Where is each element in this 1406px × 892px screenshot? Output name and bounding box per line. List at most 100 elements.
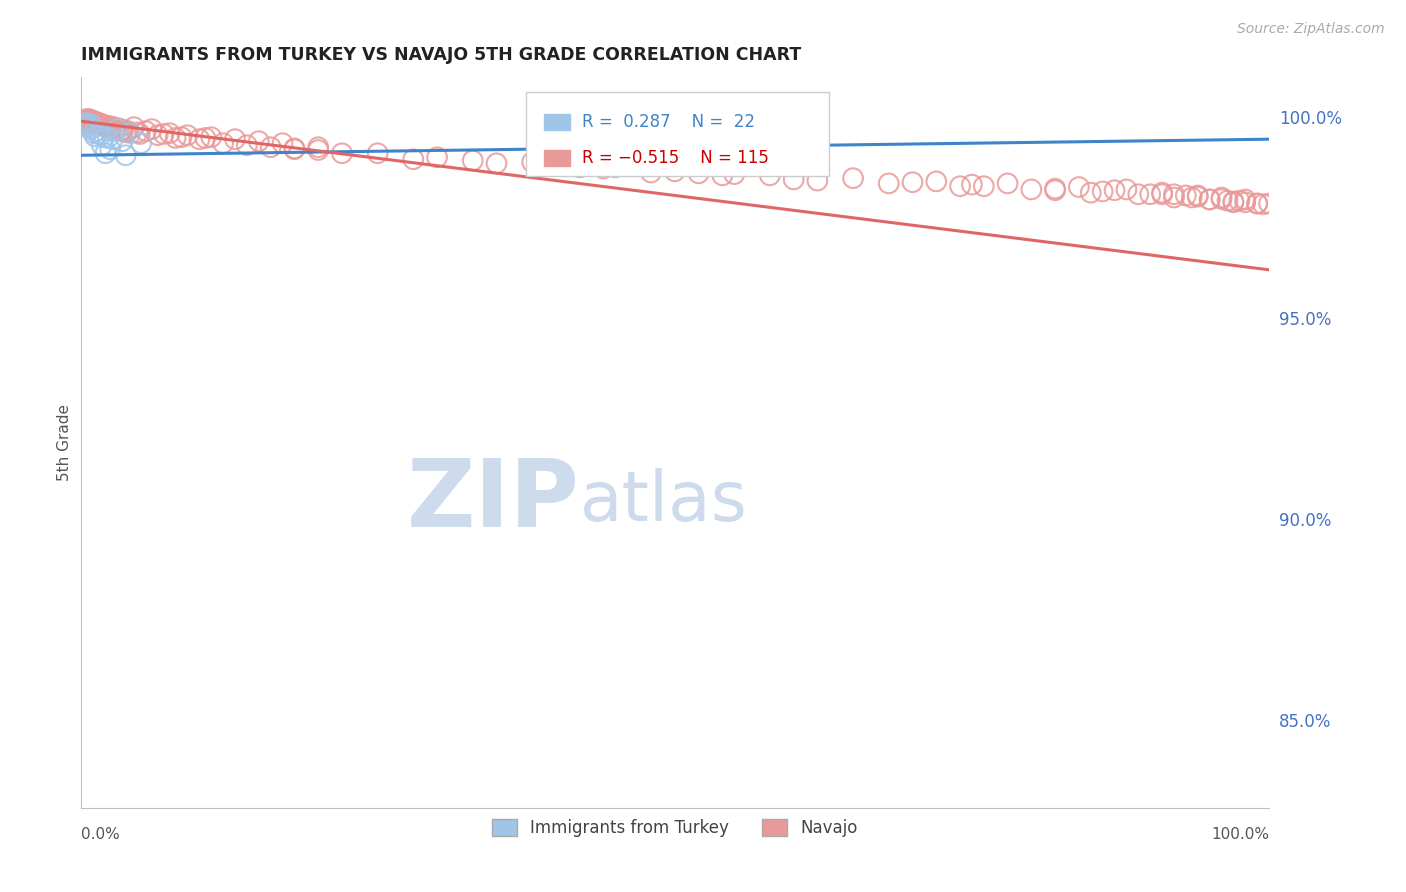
Point [520, 155, 543, 169]
Point [77, 112, 100, 127]
Point [79, 115, 101, 129]
Point [688, 166, 710, 180]
Point [973, 179, 995, 194]
Point [84, 124, 107, 138]
Point [105, 122, 128, 136]
Point [426, 150, 449, 164]
Point [1181, 190, 1204, 204]
Point [80, 117, 103, 131]
Y-axis label: 5th Grade: 5th Grade [58, 404, 72, 481]
Point [83, 115, 105, 129]
Point [1216, 194, 1239, 208]
Point [101, 132, 124, 146]
Point [89, 116, 111, 130]
Point [76, 119, 98, 133]
Text: ZIP: ZIP [406, 455, 579, 547]
Text: 100.0%: 100.0% [1211, 827, 1270, 842]
Point [1043, 181, 1066, 195]
Point [103, 120, 125, 135]
Point [76, 113, 98, 128]
Point [127, 125, 149, 139]
Point [1115, 182, 1137, 196]
Point [806, 173, 828, 187]
Point [1234, 195, 1257, 210]
Point [107, 121, 129, 136]
Point [723, 167, 745, 181]
Point [592, 161, 614, 176]
Point [260, 140, 283, 154]
Point [141, 122, 163, 136]
Point [640, 165, 662, 179]
Point [960, 178, 983, 192]
Point [568, 161, 591, 175]
Point [83, 126, 105, 140]
Point [98, 123, 121, 137]
Text: atlas: atlas [579, 467, 748, 534]
Point [283, 141, 305, 155]
Point [1222, 194, 1244, 209]
Point [90, 138, 112, 153]
Point [402, 153, 425, 167]
Point [82, 113, 104, 128]
Point [90, 128, 112, 143]
Point [91, 119, 114, 133]
Point [117, 124, 139, 138]
Point [782, 172, 804, 186]
Point [98, 119, 121, 133]
Point [485, 156, 508, 170]
Point [1163, 187, 1185, 202]
Point [114, 125, 136, 139]
Point [75, 116, 97, 130]
Point [93, 118, 115, 132]
FancyBboxPatch shape [544, 150, 571, 166]
Point [80, 114, 103, 128]
Point [110, 123, 132, 137]
Point [105, 121, 128, 136]
Point [461, 153, 484, 168]
Point [1091, 185, 1114, 199]
Point [711, 169, 734, 183]
Point [224, 132, 246, 146]
Point [73, 118, 96, 132]
Point [112, 123, 135, 137]
Point [170, 130, 193, 145]
Point [100, 120, 122, 135]
Point [176, 128, 198, 143]
Point [111, 134, 134, 148]
Point [367, 146, 389, 161]
Point [1152, 186, 1174, 200]
Point [330, 146, 353, 161]
Point [1251, 197, 1274, 211]
Point [1227, 194, 1250, 208]
Point [94, 119, 117, 133]
Point [129, 136, 152, 151]
Point [94, 146, 117, 161]
Point [1187, 189, 1209, 203]
Point [79, 122, 101, 136]
Text: R =  0.287    N =  22: R = 0.287 N = 22 [582, 113, 755, 131]
Point [1211, 192, 1233, 206]
Point [605, 161, 627, 175]
Point [152, 127, 174, 141]
Point [75, 114, 97, 128]
Point [1246, 196, 1268, 211]
Point [97, 131, 120, 145]
Point [877, 177, 900, 191]
Point [307, 140, 329, 154]
Point [997, 177, 1019, 191]
Point [1246, 196, 1268, 211]
Point [842, 171, 865, 186]
Text: Source: ZipAtlas.com: Source: ZipAtlas.com [1237, 22, 1385, 37]
Point [236, 138, 259, 153]
Point [212, 136, 235, 151]
Point [1222, 195, 1244, 210]
Point [1043, 183, 1066, 197]
Point [93, 130, 115, 145]
Legend: Immigrants from Turkey, Navajo: Immigrants from Turkey, Navajo [485, 813, 865, 844]
Point [544, 159, 567, 173]
Point [87, 116, 110, 130]
Point [188, 132, 211, 146]
Point [759, 169, 782, 183]
Point [1080, 186, 1102, 200]
Point [925, 174, 948, 188]
